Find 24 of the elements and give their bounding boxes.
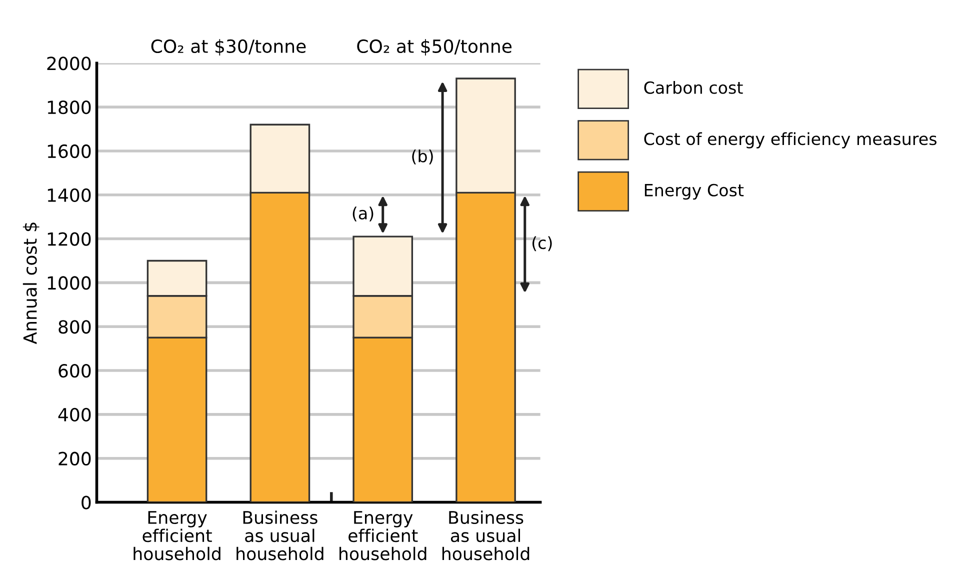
legend-label: Energy Cost [644, 184, 744, 200]
y-tick-label: 1200 [48, 232, 91, 246]
x-tick-label: Business as usual household [442, 510, 530, 560]
y-tick-label: 600 [58, 364, 91, 378]
legend-label: Cost of energy efficiency measures [644, 132, 936, 148]
text: CO₂ at $50/tonne [357, 39, 512, 56]
y-tick-label: 2000 [47, 56, 91, 70]
y-tick-label: 400 [58, 408, 91, 422]
annotation: (b) [412, 149, 433, 164]
legend-label: Carbon cost [644, 81, 743, 94]
y-tick-label: 1400 [48, 188, 91, 202]
y-tick-label: 200 [58, 452, 91, 466]
y-tick-label: 0 [82, 496, 91, 510]
y-tick-label: 1600 [48, 144, 91, 158]
x-tick-label: Energy efficient household [340, 511, 426, 560]
x-tick-label: Business as usual household [236, 510, 324, 560]
x-tick-label: Energy efficient household [134, 511, 220, 560]
y-tick-label: 1000 [48, 276, 91, 290]
annotation: (c) [532, 236, 552, 252]
text: CO₂ at $30/tonne [151, 39, 306, 56]
y-tick-label: 800 [58, 320, 91, 334]
y-tick-label: 1800 [48, 100, 91, 114]
annotation: (a) [352, 206, 374, 222]
y-axis-title: Annual cost $ [22, 222, 40, 344]
